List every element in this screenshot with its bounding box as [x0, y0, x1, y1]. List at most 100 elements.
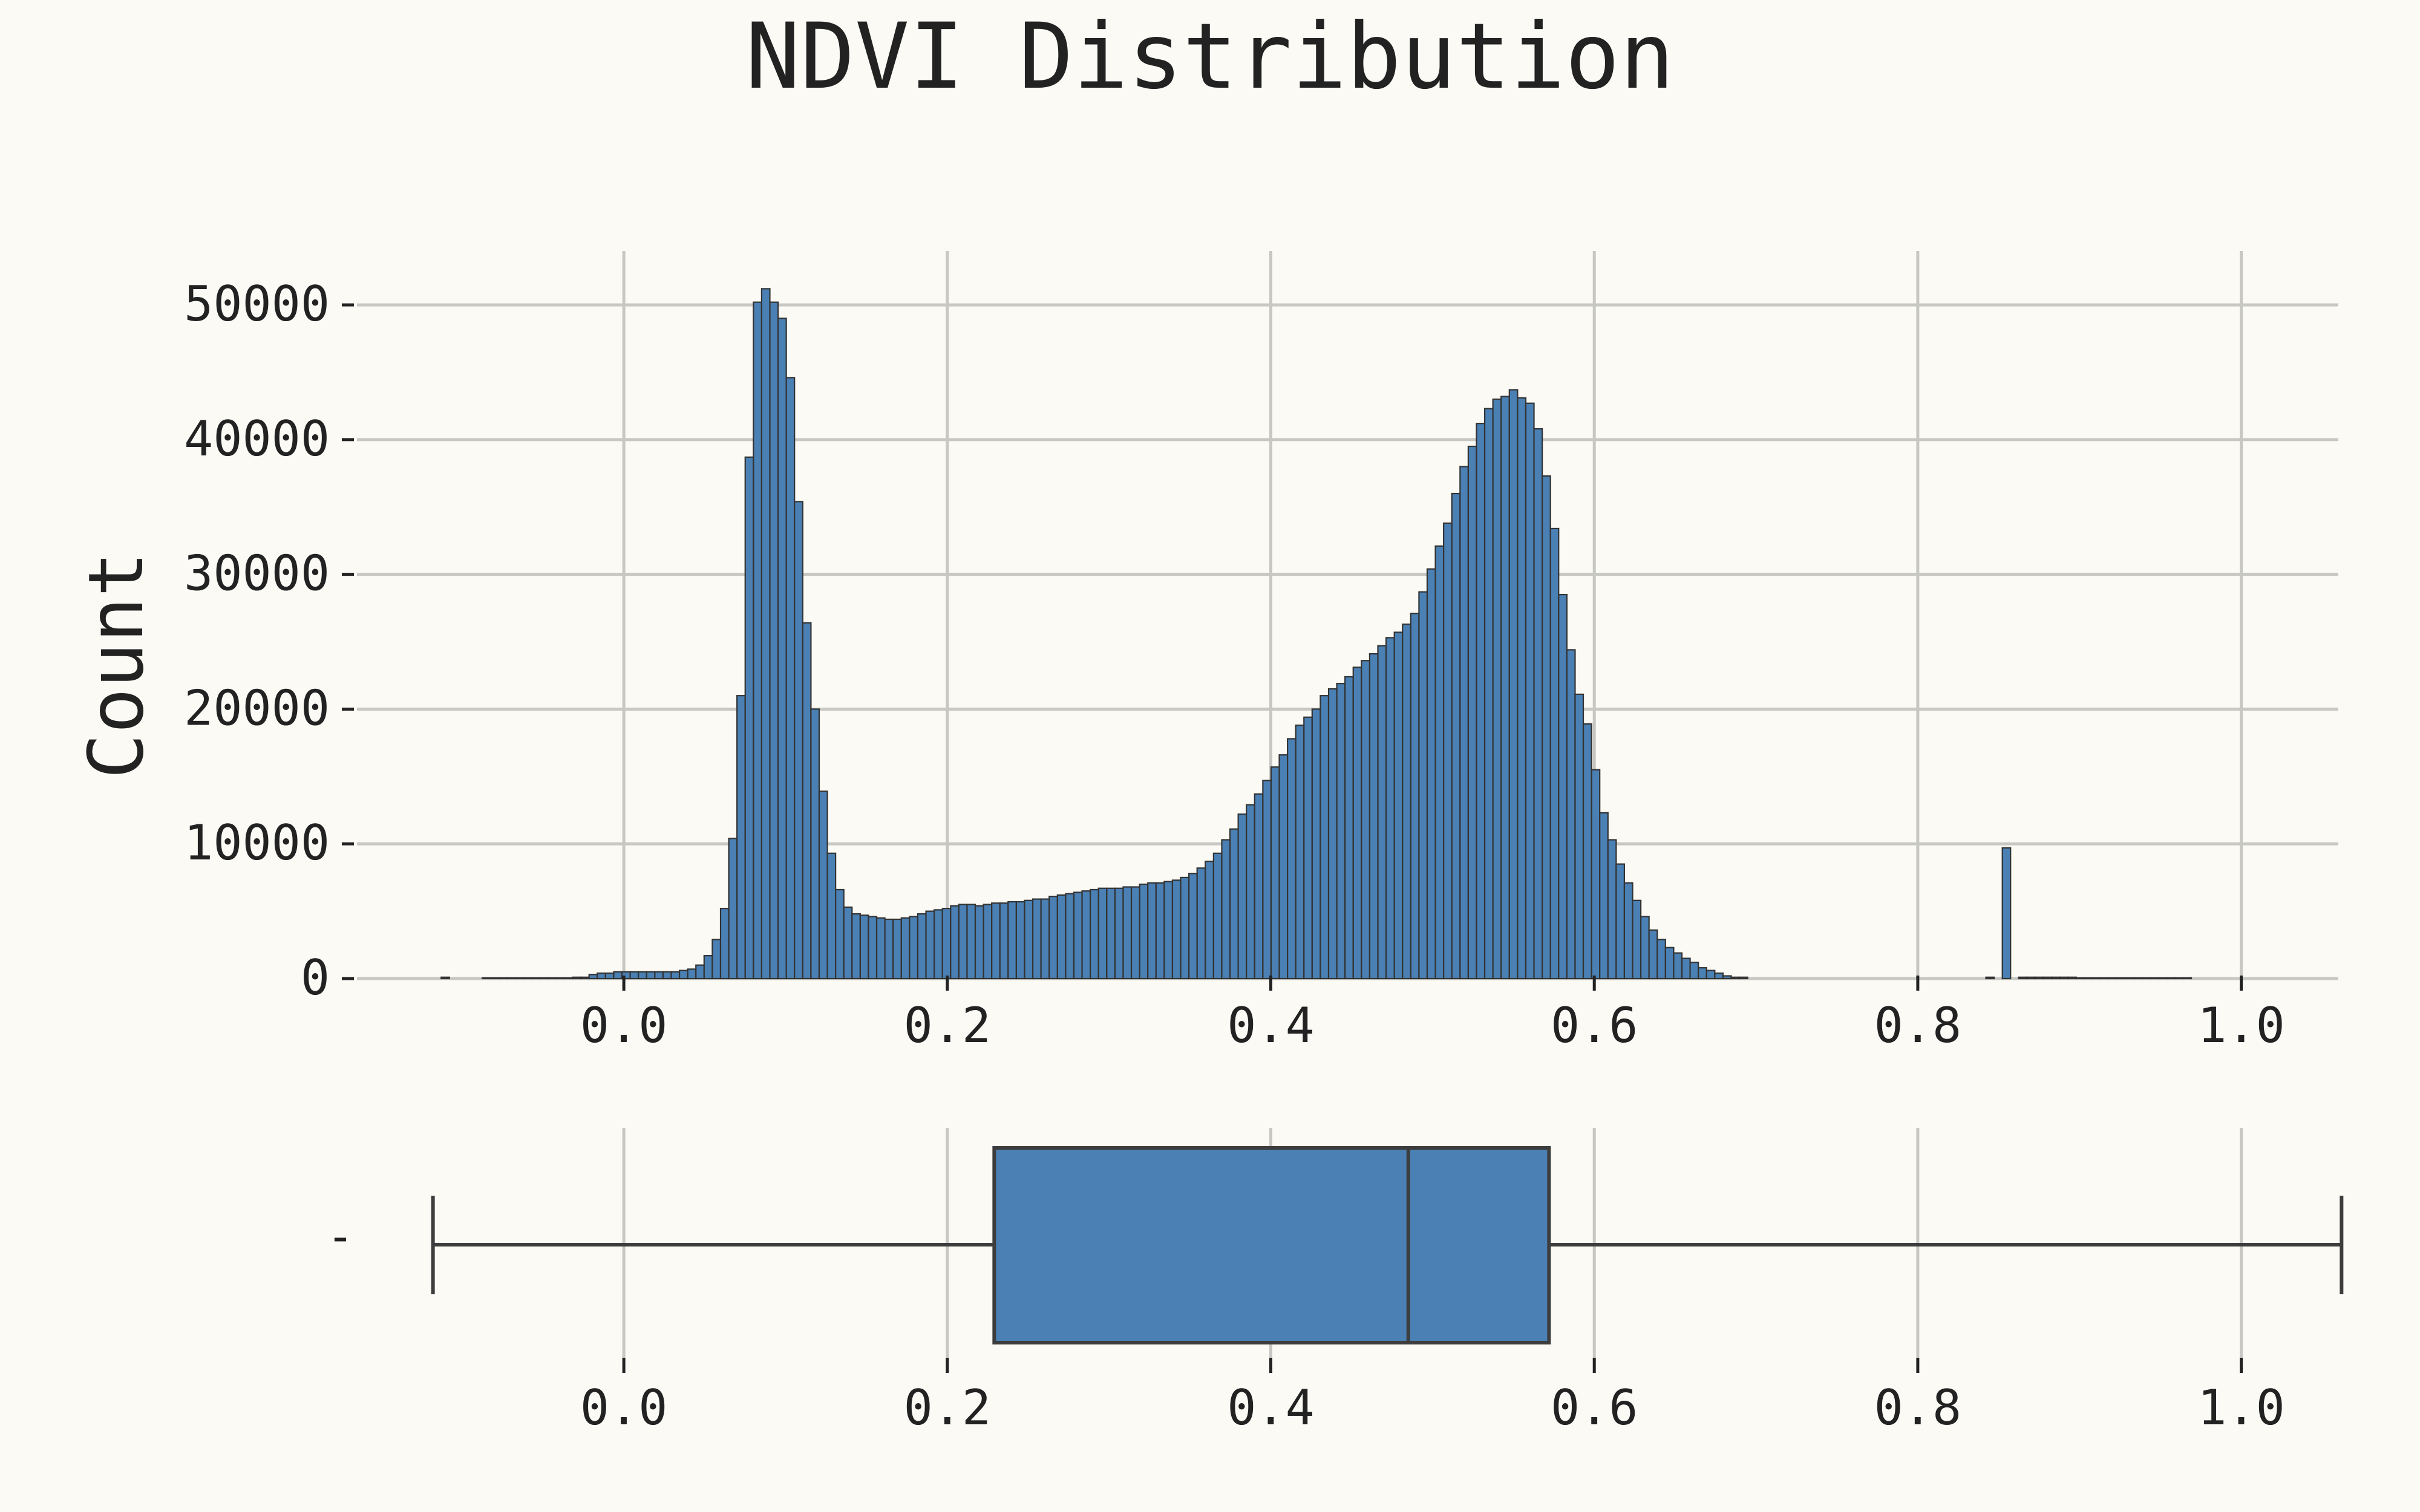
- histogram-bar: [670, 971, 681, 980]
- histogram-bar: [1344, 676, 1354, 980]
- histogram-bar: [1081, 890, 1091, 980]
- histogram-bar: [695, 964, 705, 980]
- histogram-bar: [1122, 886, 1133, 980]
- histogram-bar: [514, 977, 525, 980]
- histogram-bar: [1040, 898, 1050, 980]
- histogram-bar: [1015, 901, 1025, 980]
- histogram-bar: [2116, 977, 2127, 980]
- histogram-bar: [1607, 839, 1617, 980]
- histogram-bar: [1492, 398, 1502, 980]
- histogram-bar: [2150, 977, 2159, 980]
- histogram-bar: [1566, 649, 1576, 980]
- histogram-bar: [810, 708, 820, 980]
- histogram-bar: [1681, 957, 1691, 980]
- histogram-bar: [744, 456, 754, 980]
- interquartile-box: [992, 1146, 1551, 1344]
- histogram-bar: [1483, 408, 1494, 980]
- histogram-bar: [1730, 976, 1741, 980]
- histogram-bar: [966, 904, 976, 980]
- histogram-bar: [1385, 637, 1395, 980]
- y-tick-label: 40000: [184, 411, 330, 467]
- histogram-bar: [1508, 389, 1519, 980]
- histogram-bar: [2084, 977, 2094, 980]
- histogram-bar: [531, 977, 541, 980]
- histogram-bar: [794, 501, 803, 980]
- histogram-bar: [1171, 879, 1182, 980]
- x-tick-label: 0.8: [1874, 1380, 1962, 1436]
- histogram-bar: [2141, 977, 2151, 980]
- histogram-bar: [1664, 947, 1675, 980]
- histogram-bar: [2026, 976, 2036, 980]
- histogram-bar: [843, 906, 853, 980]
- histogram-bar: [999, 902, 1009, 980]
- histogram-bar: [974, 905, 984, 980]
- histogram-bar: [440, 976, 450, 980]
- histogram-bar: [1032, 898, 1042, 980]
- histogram-bar: [646, 971, 656, 980]
- histogram-bar: [687, 968, 697, 980]
- histogram-bar: [629, 971, 639, 980]
- y-tick-label: 30000: [184, 546, 330, 602]
- boxplot-shapes: [431, 1146, 2344, 1344]
- histogram-bar: [1623, 882, 1634, 980]
- histogram-bar: [1254, 793, 1264, 980]
- histogram-bar: [498, 977, 508, 980]
- histogram-bar: [934, 909, 943, 980]
- histogram-bar: [703, 955, 713, 980]
- histogram-bar: [2125, 977, 2135, 980]
- histogram-bar: [522, 977, 532, 980]
- histogram-bar: [2001, 847, 2012, 980]
- histogram-bar: [547, 977, 557, 980]
- x-tick-label: 0.4: [1227, 1380, 1315, 1436]
- histogram-bar: [2067, 976, 2077, 980]
- histogram-bar: [1278, 754, 1289, 980]
- histogram-bar: [1434, 545, 1445, 980]
- histogram-bar: [760, 288, 771, 980]
- histogram-bar: [1229, 828, 1239, 980]
- histogram-bar: [482, 977, 491, 980]
- histogram-bar: [711, 939, 722, 980]
- histogram-bar: [958, 904, 968, 980]
- histogram-bar: [900, 917, 911, 980]
- histogram-bar: [1656, 939, 1666, 980]
- histogram-bar: [1459, 466, 1469, 980]
- histogram-bar: [1139, 883, 1149, 980]
- histogram-bar: [1262, 780, 1272, 980]
- y-tick-label: 20000: [184, 680, 330, 736]
- histogram-bar: [1525, 402, 1535, 980]
- histogram-bar: [1476, 423, 1486, 980]
- x-tick-label: 0.0: [580, 1380, 668, 1436]
- histogram-bar: [563, 977, 574, 980]
- x-tick-label: 1.0: [2197, 997, 2285, 1054]
- histogram-bar: [1467, 445, 1477, 980]
- x-tick-label: 0.0: [580, 997, 668, 1054]
- histogram-bar: [1320, 695, 1330, 980]
- histogram-bar: [678, 969, 688, 980]
- histogram-bar: [1632, 899, 1642, 980]
- histogram-bar: [1270, 766, 1280, 980]
- histogram-bar: [1163, 881, 1174, 980]
- histogram-bar: [1689, 962, 1699, 980]
- histogram-bar: [580, 976, 590, 980]
- histogram-bar: [1698, 967, 1707, 980]
- histogram-bar: [1073, 891, 1083, 980]
- histogram-bar: [1615, 863, 1626, 980]
- histogram-bar: [2051, 976, 2061, 980]
- histogram-bar: [1212, 852, 1223, 980]
- histogram-bar: [892, 918, 902, 980]
- boxplot-x-ticks: 0.0 0.2 0.4 0.6 0.8 1.0: [580, 1358, 2285, 1436]
- x-tick-label: 0.2: [904, 1380, 992, 1436]
- histogram-bar: [604, 972, 615, 980]
- histogram-bar: [1500, 396, 1510, 980]
- histogram-bar: [1402, 623, 1411, 980]
- histogram-bar: [654, 971, 664, 980]
- histogram-bar: [1517, 397, 1527, 980]
- histogram-bar: [638, 971, 647, 980]
- histogram-bar: [1582, 723, 1592, 980]
- histogram-bar: [1549, 527, 1560, 980]
- histogram-bar: [1648, 929, 1658, 980]
- histogram-bar: [1155, 882, 1165, 980]
- histogram-y-ticks: 0 10000 20000 30000 40000 50000: [184, 276, 354, 1006]
- histogram-bar: [2075, 977, 2085, 980]
